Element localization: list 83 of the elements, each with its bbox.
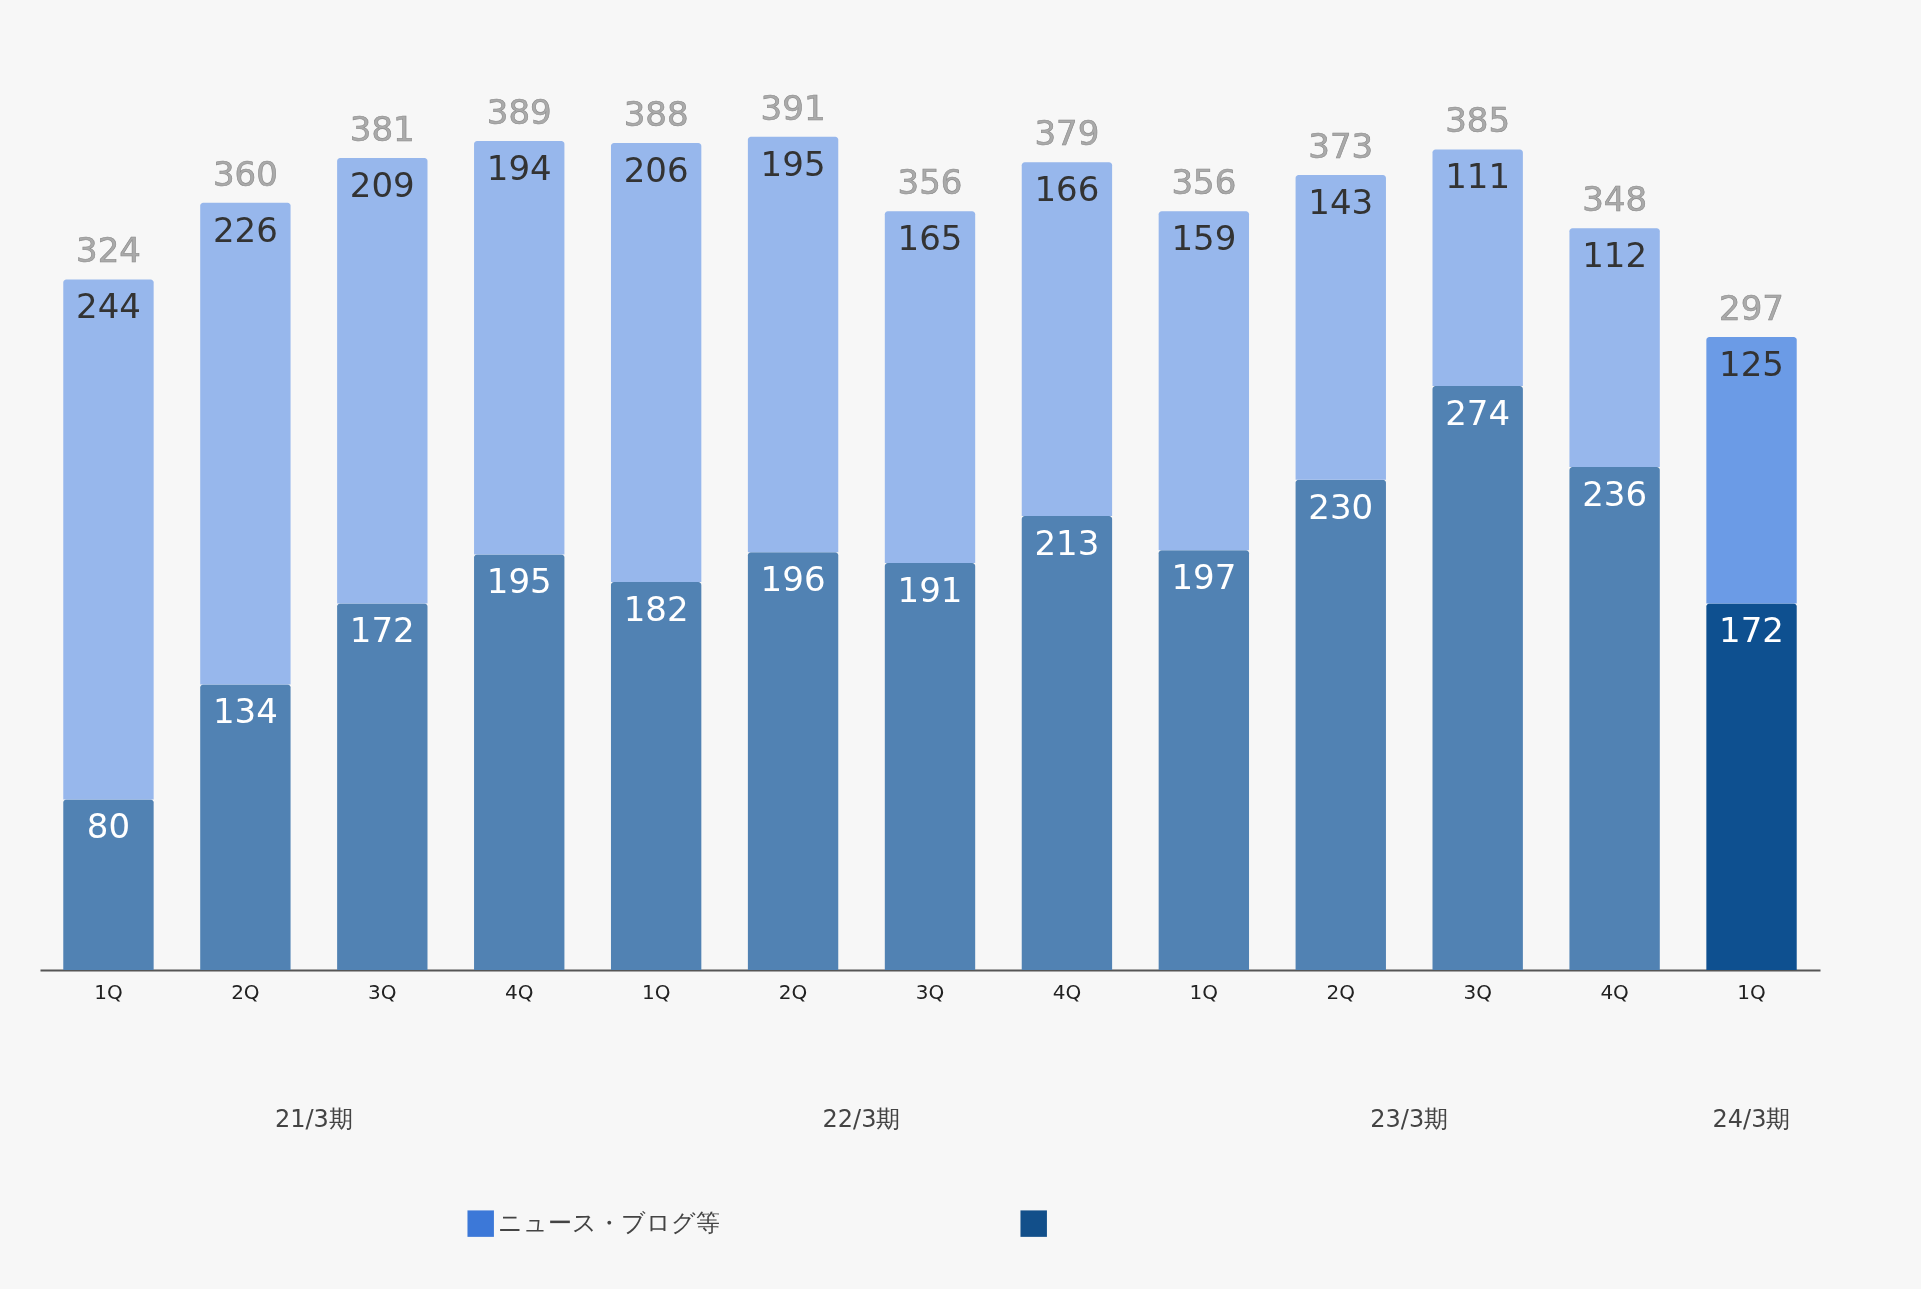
data-label: 125 — [1719, 344, 1784, 385]
x-tick-label: 4Q — [1600, 979, 1629, 1004]
data-label: 194 — [486, 147, 552, 188]
total-label: 297 — [1719, 288, 1784, 329]
data-label: 182 — [623, 589, 689, 630]
x-tick-label: 1Q — [1189, 979, 1219, 1004]
bar — [1569, 467, 1660, 970]
bar — [474, 554, 565, 970]
x-tick-label: 3Q — [368, 979, 397, 1004]
bar — [1569, 228, 1660, 468]
total-label: 348 — [1582, 179, 1648, 220]
bar — [1295, 175, 1386, 480]
x-tick-label: 3Q — [915, 979, 945, 1004]
bar — [337, 157, 428, 604]
bar — [747, 136, 839, 553]
bar — [884, 562, 976, 970]
data-label: 172 — [349, 610, 415, 651]
data-label: 213 — [1034, 523, 1100, 564]
total-label: 356 — [897, 162, 963, 203]
data-label: 172 — [1719, 610, 1784, 651]
bar — [63, 799, 154, 970]
total-label: 388 — [623, 94, 689, 135]
data-label: 236 — [1582, 474, 1648, 515]
data-label: 230 — [1308, 486, 1374, 527]
bar — [1432, 149, 1523, 387]
total-label: 356 — [1171, 162, 1237, 203]
x-tick-label: 1Q — [94, 979, 123, 1004]
bar — [200, 684, 291, 970]
data-label: 112 — [1582, 235, 1648, 276]
data-label: 80 — [86, 806, 131, 847]
x-tick-label: 1Q — [641, 979, 671, 1004]
data-label: 206 — [623, 150, 689, 191]
data-label: 196 — [760, 559, 826, 600]
total-label: 381 — [349, 108, 415, 149]
data-label: 244 — [76, 286, 141, 327]
total-label: 373 — [1308, 126, 1374, 167]
bar — [884, 211, 976, 563]
data-label: 195 — [486, 561, 552, 602]
bar — [474, 140, 565, 555]
data-label: 226 — [212, 209, 278, 250]
text: 22/3期 — [822, 1105, 901, 1133]
data-label: 274 — [1445, 393, 1511, 434]
text: 23/3期 — [1370, 1105, 1449, 1133]
x-tick-label: 2Q — [778, 979, 808, 1004]
bar — [610, 582, 702, 970]
text: ニュース・ブログ等 — [498, 1208, 721, 1237]
bar — [337, 603, 428, 970]
data-label: 111 — [1445, 156, 1511, 197]
bar — [1021, 162, 1113, 517]
x-tick-label: 1Q — [1737, 979, 1766, 1004]
x-tick-label: 4Q — [1052, 979, 1082, 1004]
total-label: 324 — [76, 230, 141, 271]
x-tick-label: 2Q — [231, 979, 260, 1004]
x-tick-label: 4Q — [505, 979, 534, 1004]
total-label: 360 — [212, 153, 278, 194]
bar — [63, 279, 154, 800]
total-label: 385 — [1445, 100, 1511, 141]
data-label: 166 — [1034, 169, 1100, 210]
bar — [1706, 603, 1797, 970]
bar — [1432, 386, 1523, 970]
data-label: 143 — [1308, 182, 1374, 223]
bar — [1295, 479, 1386, 970]
data-label: 134 — [212, 691, 278, 732]
data-label: 209 — [349, 164, 415, 205]
data-label: 191 — [897, 569, 963, 610]
bar — [1158, 550, 1250, 970]
bar — [1158, 211, 1250, 551]
data-label: 159 — [1171, 218, 1237, 259]
x-tick-label: 3Q — [1463, 979, 1492, 1004]
data-label: 195 — [760, 143, 826, 184]
total-label: 391 — [760, 87, 826, 128]
bar — [610, 143, 702, 583]
total-label: 379 — [1034, 113, 1100, 154]
data-label: 165 — [897, 218, 963, 259]
x-tick-label: 2Q — [1326, 979, 1355, 1004]
text: 24/3期 — [1712, 1105, 1791, 1133]
total-label: 389 — [486, 91, 552, 132]
bar — [747, 552, 839, 970]
data-label: 197 — [1171, 557, 1237, 598]
bar — [200, 202, 291, 685]
text: 21/3期 — [274, 1105, 353, 1133]
bar — [1706, 337, 1797, 604]
bar — [1021, 516, 1113, 970]
